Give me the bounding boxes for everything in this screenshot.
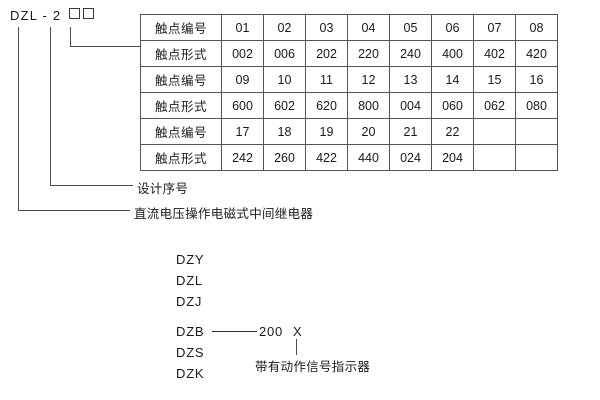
series-item-dzs: DZS <box>176 345 205 360</box>
table-cell: 402 <box>473 40 516 67</box>
table-cell: 242 <box>221 144 264 171</box>
table-cell: 002 <box>221 40 264 67</box>
callout-design-serial: 设计序号 <box>137 182 189 196</box>
contact-table-body: 触点编号 01 02 03 04 05 06 07 08 触点形式 002 00… <box>140 14 558 171</box>
series-number-label: 200 <box>259 324 284 339</box>
table-cell: 04 <box>347 14 390 41</box>
row-header: 触点形式 <box>140 92 222 119</box>
table-cell: 422 <box>305 144 348 171</box>
table-cell: 18 <box>263 118 306 145</box>
series-item-dzb: DZB <box>176 324 205 339</box>
table-cell: 22 <box>431 118 474 145</box>
row-header: 触点形式 <box>140 144 222 171</box>
table-cell: 08 <box>515 14 558 41</box>
model-code-box-1 <box>69 8 81 19</box>
table-cell: 11 <box>305 66 348 93</box>
table-cell: 204 <box>431 144 474 171</box>
callout-suffix-description: 带有动作信号指示器 <box>255 360 371 374</box>
table-cell: 440 <box>347 144 390 171</box>
table-cell: 20 <box>347 118 390 145</box>
table-cell: 12 <box>347 66 390 93</box>
model-code-series: 2 <box>52 8 62 23</box>
table-row: 触点形式 002 006 202 220 240 400 402 420 <box>140 40 558 67</box>
table-cell: 16 <box>515 66 558 93</box>
table-cell: 03 <box>305 14 348 41</box>
table-cell: 202 <box>305 40 348 67</box>
table-cell: 07 <box>473 14 516 41</box>
table-cell: 02 <box>263 14 306 41</box>
table-cell: 602 <box>263 92 306 119</box>
contact-code-table: 触点编号 01 02 03 04 05 06 07 08 触点形式 002 00… <box>140 14 558 171</box>
table-row: 触点编号 09 10 11 12 13 14 15 16 <box>140 66 558 93</box>
table-cell: 13 <box>389 66 432 93</box>
leader-line-inner-stem <box>70 27 71 46</box>
series-suffix-label: X <box>293 324 302 339</box>
table-cell: 10 <box>263 66 306 93</box>
table-cell: 062 <box>473 92 516 119</box>
table-row: 触点形式 600 602 620 800 004 060 062 080 <box>140 92 558 119</box>
leader-line-outer-arm <box>18 210 130 211</box>
table-cell: 220 <box>347 40 390 67</box>
suffix-leader-line <box>296 339 297 355</box>
table-cell: 006 <box>263 40 306 67</box>
table-cell: 800 <box>347 92 390 119</box>
table-cell-empty <box>473 144 516 171</box>
series-item-dzk: DZK <box>176 366 205 381</box>
table-cell: 21 <box>389 118 432 145</box>
table-row: 触点形式 242 260 422 440 024 204 <box>140 144 558 171</box>
row-header: 触点编号 <box>140 14 222 41</box>
table-cell-empty <box>515 144 558 171</box>
table-cell: 14 <box>431 66 474 93</box>
model-code-separator: - <box>42 8 49 23</box>
table-row: 触点编号 01 02 03 04 05 06 07 08 <box>140 14 558 41</box>
series-item-dzl: DZL <box>176 273 203 288</box>
table-cell: 260 <box>263 144 306 171</box>
model-code-prefix: DZL <box>10 8 38 23</box>
table-cell: 080 <box>515 92 558 119</box>
row-header: 触点编号 <box>140 118 222 145</box>
table-cell-empty <box>515 118 558 145</box>
series-item-dzy: DZY <box>176 252 205 267</box>
table-cell: 620 <box>305 92 348 119</box>
model-code-box-2 <box>83 8 95 19</box>
leader-line-middle-arm <box>50 185 133 186</box>
series-item-dzj: DZJ <box>176 294 203 309</box>
table-cell: 17 <box>221 118 264 145</box>
table-cell: 01 <box>221 14 264 41</box>
table-cell: 15 <box>473 66 516 93</box>
table-cell: 06 <box>431 14 474 41</box>
table-cell: 09 <box>221 66 264 93</box>
leader-line-middle-stem <box>50 27 51 185</box>
leader-line-outer-stem <box>18 27 19 211</box>
table-cell: 240 <box>389 40 432 67</box>
table-row: 触点编号 17 18 19 20 21 22 <box>140 118 558 145</box>
table-cell: 400 <box>431 40 474 67</box>
table-cell: 420 <box>515 40 558 67</box>
table-cell: 19 <box>305 118 348 145</box>
series-connector-line <box>212 331 257 332</box>
table-cell: 060 <box>431 92 474 119</box>
model-code-label: DZL - 2 <box>10 8 95 23</box>
callout-relay-description: 直流电压操作电磁式中间继电器 <box>134 207 314 221</box>
table-cell: 004 <box>389 92 432 119</box>
table-cell-empty <box>473 118 516 145</box>
row-header: 触点形式 <box>140 40 222 67</box>
table-cell: 024 <box>389 144 432 171</box>
table-cell: 600 <box>221 92 264 119</box>
table-cell: 05 <box>389 14 432 41</box>
row-header: 触点编号 <box>140 66 222 93</box>
leader-line-inner-arm <box>70 46 140 47</box>
